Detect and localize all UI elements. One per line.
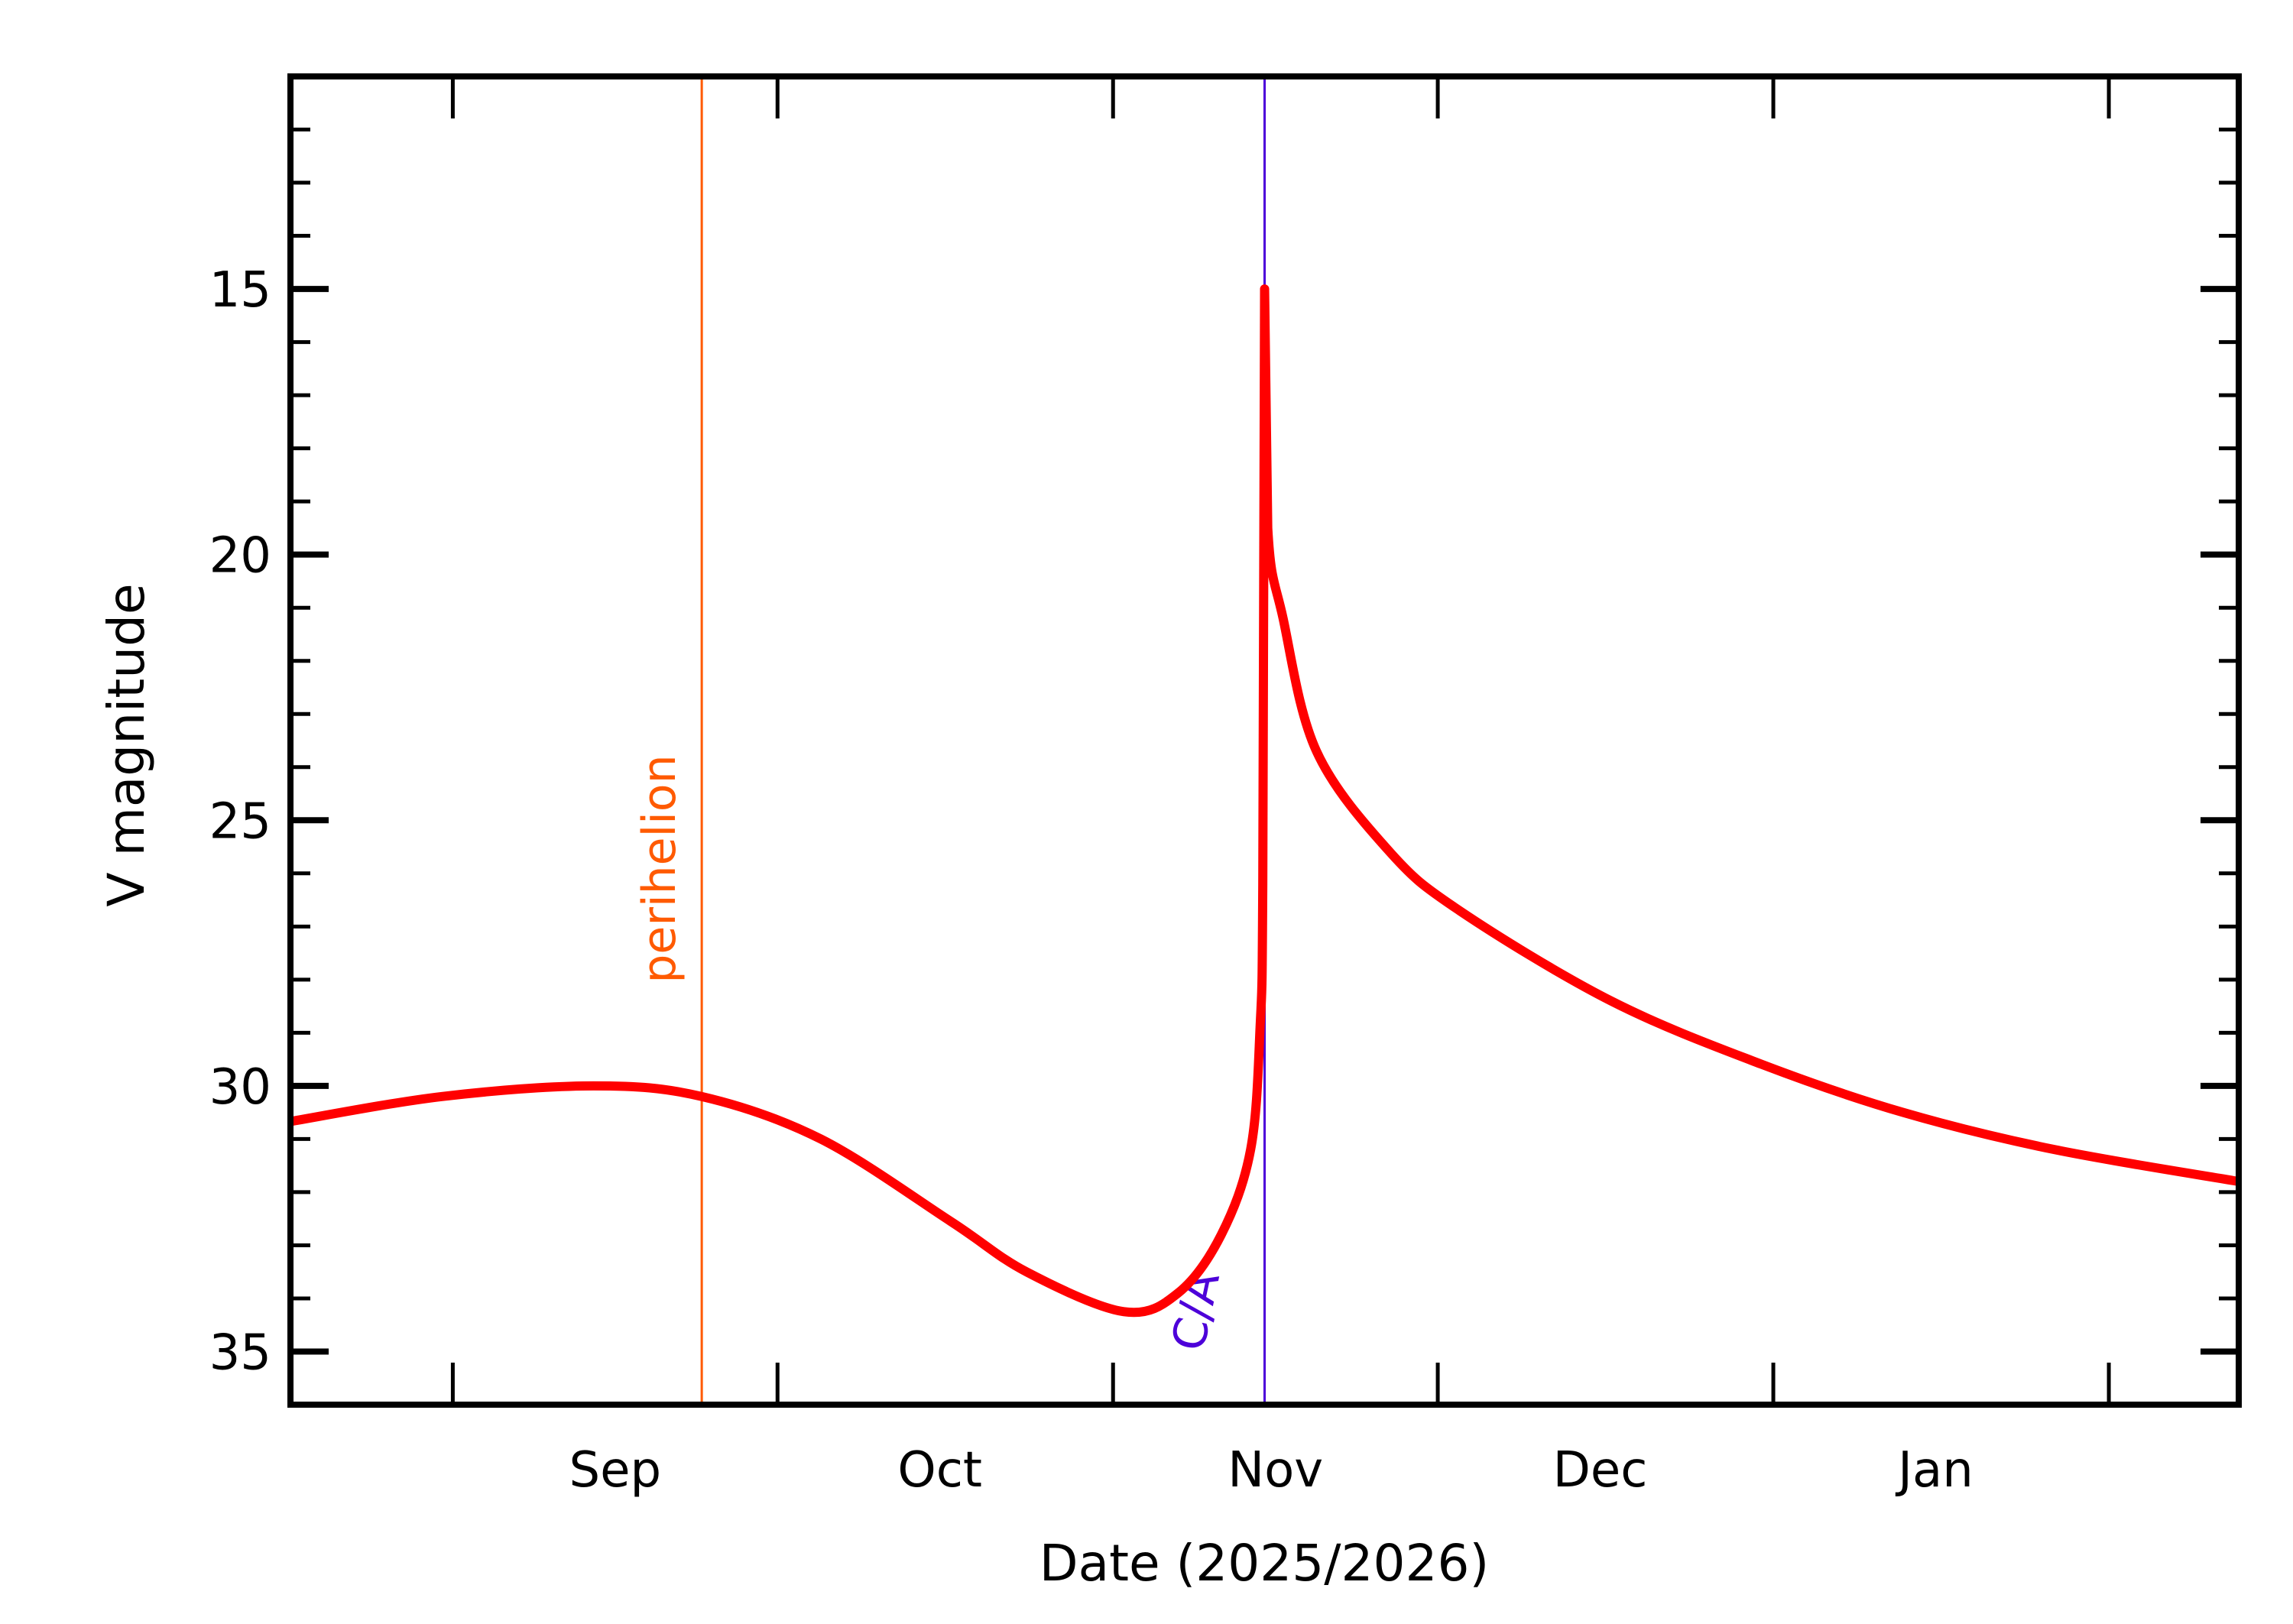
y-tick-label: 25 bbox=[209, 793, 271, 850]
x-tick-label: Sep bbox=[569, 1442, 662, 1499]
tick-labels: Sep Oct Nov Dec Jan 15 20 25 30 35 bbox=[209, 262, 1974, 1499]
x-tick-label: Dec bbox=[1553, 1442, 1648, 1499]
magnitude-curve bbox=[290, 284, 2240, 1318]
series bbox=[290, 284, 2240, 1318]
y-tick-label: 30 bbox=[209, 1059, 271, 1116]
x-tick-label: Nov bbox=[1228, 1442, 1323, 1499]
x-tick-label: Oct bbox=[897, 1442, 982, 1499]
y-tick-label: 20 bbox=[209, 528, 271, 585]
y-tick-label: 15 bbox=[209, 262, 271, 319]
x-tick-label: Jan bbox=[1895, 1442, 1974, 1499]
perihelion-label: perihelion bbox=[633, 754, 686, 983]
y-axis-title: V magnitude bbox=[97, 583, 156, 906]
plot-frame bbox=[287, 73, 2242, 1408]
y-tick-label: 35 bbox=[209, 1324, 271, 1381]
x-axis-title: Date (2025/2026) bbox=[1039, 1534, 1489, 1593]
